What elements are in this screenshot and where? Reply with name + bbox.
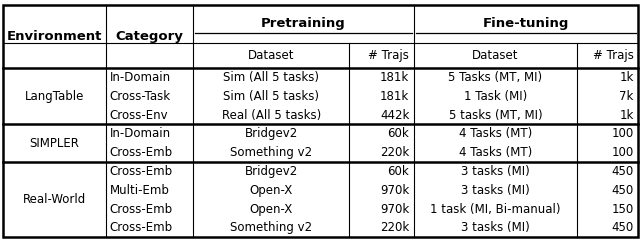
Text: Cross-Emb: Cross-Emb	[109, 203, 173, 216]
Text: Pretraining: Pretraining	[261, 18, 346, 30]
Text: 7k: 7k	[620, 90, 634, 103]
Text: # Trajs: # Trajs	[369, 49, 410, 62]
Text: Multi-Emb: Multi-Emb	[109, 184, 170, 197]
Text: Environment: Environment	[7, 30, 102, 43]
Text: Bridgev2: Bridgev2	[244, 165, 298, 178]
Text: 60k: 60k	[388, 165, 410, 178]
Text: 450: 450	[611, 165, 634, 178]
Text: Dataset: Dataset	[248, 49, 294, 62]
Text: 1k: 1k	[620, 71, 634, 84]
Text: # Trajs: # Trajs	[593, 49, 634, 62]
Text: 1k: 1k	[620, 108, 634, 121]
Text: 3 tasks (MI): 3 tasks (MI)	[461, 165, 530, 178]
Text: 100: 100	[611, 146, 634, 159]
Text: 1 Task (MI): 1 Task (MI)	[464, 90, 527, 103]
Text: 60k: 60k	[388, 127, 410, 140]
Text: 450: 450	[611, 221, 634, 234]
Text: 220k: 220k	[380, 221, 410, 234]
Text: Fine-tuning: Fine-tuning	[483, 18, 569, 30]
Text: In-Domain: In-Domain	[109, 71, 171, 84]
Text: 181k: 181k	[380, 71, 410, 84]
Text: 442k: 442k	[380, 108, 410, 121]
Text: Dataset: Dataset	[472, 49, 519, 62]
Text: 5 tasks (MT, MI): 5 tasks (MT, MI)	[449, 108, 542, 121]
Text: 181k: 181k	[380, 90, 410, 103]
Text: Something v2: Something v2	[230, 221, 312, 234]
Text: Cross-Task: Cross-Task	[109, 90, 171, 103]
Text: SIMPLER: SIMPLER	[29, 137, 79, 150]
Text: Sim (All 5 tasks): Sim (All 5 tasks)	[223, 90, 319, 103]
Text: LangTable: LangTable	[25, 90, 84, 103]
Text: 5 Tasks (MT, MI): 5 Tasks (MT, MI)	[449, 71, 543, 84]
Text: Something v2: Something v2	[230, 146, 312, 159]
Text: 150: 150	[611, 203, 634, 216]
Text: Cross-Emb: Cross-Emb	[109, 221, 173, 234]
Text: Open-X: Open-X	[250, 184, 293, 197]
Text: 4 Tasks (MT): 4 Tasks (MT)	[459, 127, 532, 140]
Text: Cross-Env: Cross-Env	[109, 108, 168, 121]
Text: 100: 100	[611, 127, 634, 140]
Text: Category: Category	[116, 30, 184, 43]
Text: 1 task (MI, Bi-manual): 1 task (MI, Bi-manual)	[430, 203, 561, 216]
Text: 970k: 970k	[380, 203, 410, 216]
Text: Open-X: Open-X	[250, 203, 293, 216]
Text: Cross-Emb: Cross-Emb	[109, 165, 173, 178]
Text: Cross-Emb: Cross-Emb	[109, 146, 173, 159]
Text: 970k: 970k	[380, 184, 410, 197]
Text: In-Domain: In-Domain	[109, 127, 171, 140]
Text: Bridgev2: Bridgev2	[244, 127, 298, 140]
Text: 3 tasks (MI): 3 tasks (MI)	[461, 221, 530, 234]
Text: Real (All 5 tasks): Real (All 5 tasks)	[221, 108, 321, 121]
Text: 4 Tasks (MT): 4 Tasks (MT)	[459, 146, 532, 159]
Text: Sim (All 5 tasks): Sim (All 5 tasks)	[223, 71, 319, 84]
Text: 3 tasks (MI): 3 tasks (MI)	[461, 184, 530, 197]
Text: Real-World: Real-World	[23, 193, 86, 206]
Text: 220k: 220k	[380, 146, 410, 159]
Text: 450: 450	[611, 184, 634, 197]
